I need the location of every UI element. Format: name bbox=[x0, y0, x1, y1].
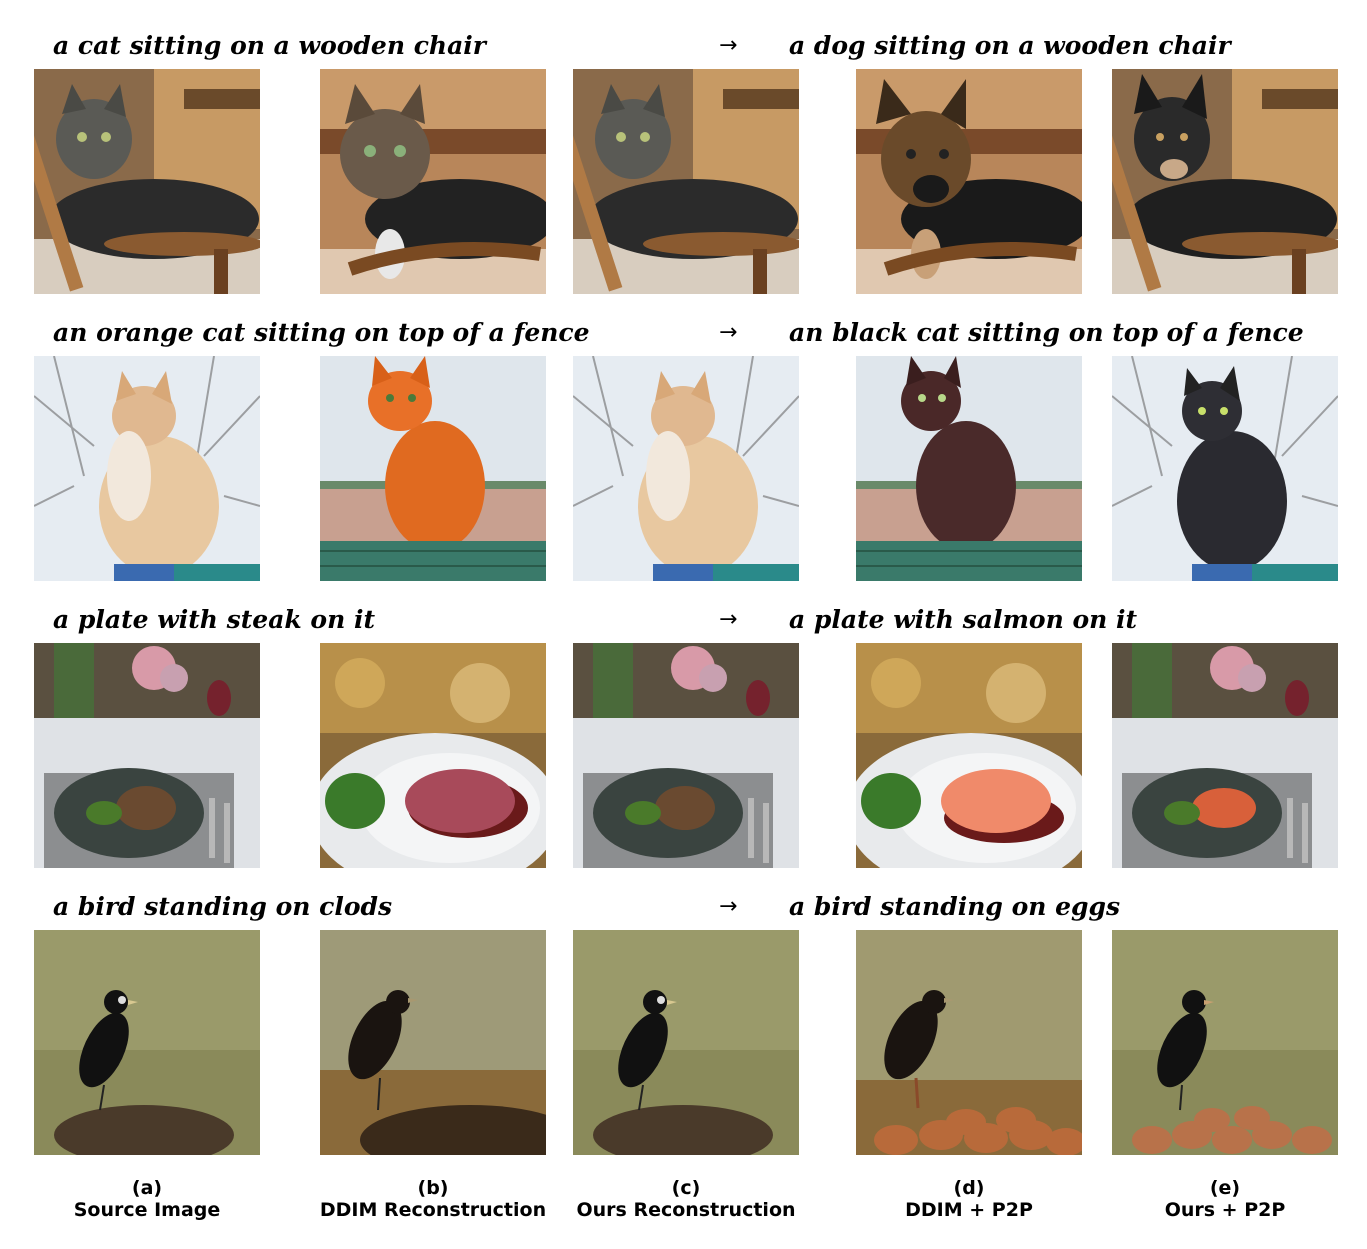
black-cat-fence-ours-p2p-image bbox=[1112, 356, 1338, 581]
bird-clods-ours-reconstruction-image bbox=[573, 930, 799, 1155]
column-letter: (b) bbox=[417, 1177, 449, 1199]
row1-target-prompt: a dog sitting on a wooden chair bbox=[789, 31, 1231, 60]
cat-chair-source-image bbox=[34, 69, 260, 294]
column-letter: (c) bbox=[671, 1177, 701, 1199]
column-letter: (e) bbox=[1209, 1177, 1241, 1199]
column-label-source: (a) Source Image bbox=[34, 1177, 260, 1221]
dog-chair-ours-p2p-image bbox=[1112, 69, 1338, 294]
row3-target-prompt: a plate with salmon on it bbox=[789, 605, 1138, 634]
row2-source-prompt: an orange cat sitting on top of a fence bbox=[53, 318, 590, 347]
bird-clods-ddim-reconstruction-image bbox=[320, 930, 546, 1155]
bird-eggs-ours-p2p-image bbox=[1112, 930, 1338, 1155]
column-title: Ours + P2P bbox=[1164, 1199, 1286, 1221]
orange-cat-fence-source-image bbox=[34, 356, 260, 581]
steak-plate-ours-reconstruction-image bbox=[573, 643, 799, 868]
salmon-plate-ours-p2p-image bbox=[1112, 643, 1338, 868]
column-title: DDIM + P2P bbox=[905, 1199, 1033, 1221]
steak-plate-ddim-reconstruction-image bbox=[320, 643, 546, 868]
row4-target-prompt: a bird standing on eggs bbox=[789, 892, 1121, 921]
row2-target-prompt: an black cat sitting on top of a fence bbox=[789, 318, 1304, 347]
column-title: Ours Reconstruction bbox=[576, 1199, 796, 1221]
row3-source-prompt: a plate with steak on it bbox=[53, 605, 376, 634]
row1-arrow: → bbox=[719, 33, 738, 58]
salmon-plate-ddim-p2p-image bbox=[856, 643, 1082, 868]
dog-chair-ddim-p2p-image bbox=[856, 69, 1082, 294]
cat-chair-ours-reconstruction-image bbox=[573, 69, 799, 294]
column-title: Source Image bbox=[73, 1199, 221, 1221]
column-label-ours-p2p: (e) Ours + P2P bbox=[1112, 1177, 1338, 1221]
black-cat-fence-ddim-p2p-image bbox=[856, 356, 1082, 581]
bird-clods-source-image bbox=[34, 930, 260, 1155]
column-label-ddim-reconstruction: (b) DDIM Reconstruction bbox=[313, 1177, 553, 1221]
column-letter: (d) bbox=[953, 1177, 985, 1199]
cat-chair-ddim-reconstruction-image bbox=[320, 69, 546, 294]
row2-arrow: → bbox=[719, 320, 738, 345]
orange-cat-fence-ddim-reconstruction-image bbox=[320, 356, 546, 581]
bird-eggs-ddim-p2p-image bbox=[856, 930, 1082, 1155]
orange-cat-fence-ours-reconstruction-image bbox=[573, 356, 799, 581]
row3-arrow: → bbox=[719, 607, 738, 632]
column-letter: (a) bbox=[131, 1177, 163, 1199]
row4-source-prompt: a bird standing on clods bbox=[53, 892, 393, 921]
row4-arrow: → bbox=[719, 894, 738, 919]
row1-source-prompt: a cat sitting on a wooden chair bbox=[53, 31, 486, 60]
column-label-ours-reconstruction: (c) Ours Reconstruction bbox=[566, 1177, 806, 1221]
steak-plate-source-image bbox=[34, 643, 260, 868]
column-title: DDIM Reconstruction bbox=[319, 1199, 547, 1221]
column-label-ddim-p2p: (d) DDIM + P2P bbox=[856, 1177, 1082, 1221]
